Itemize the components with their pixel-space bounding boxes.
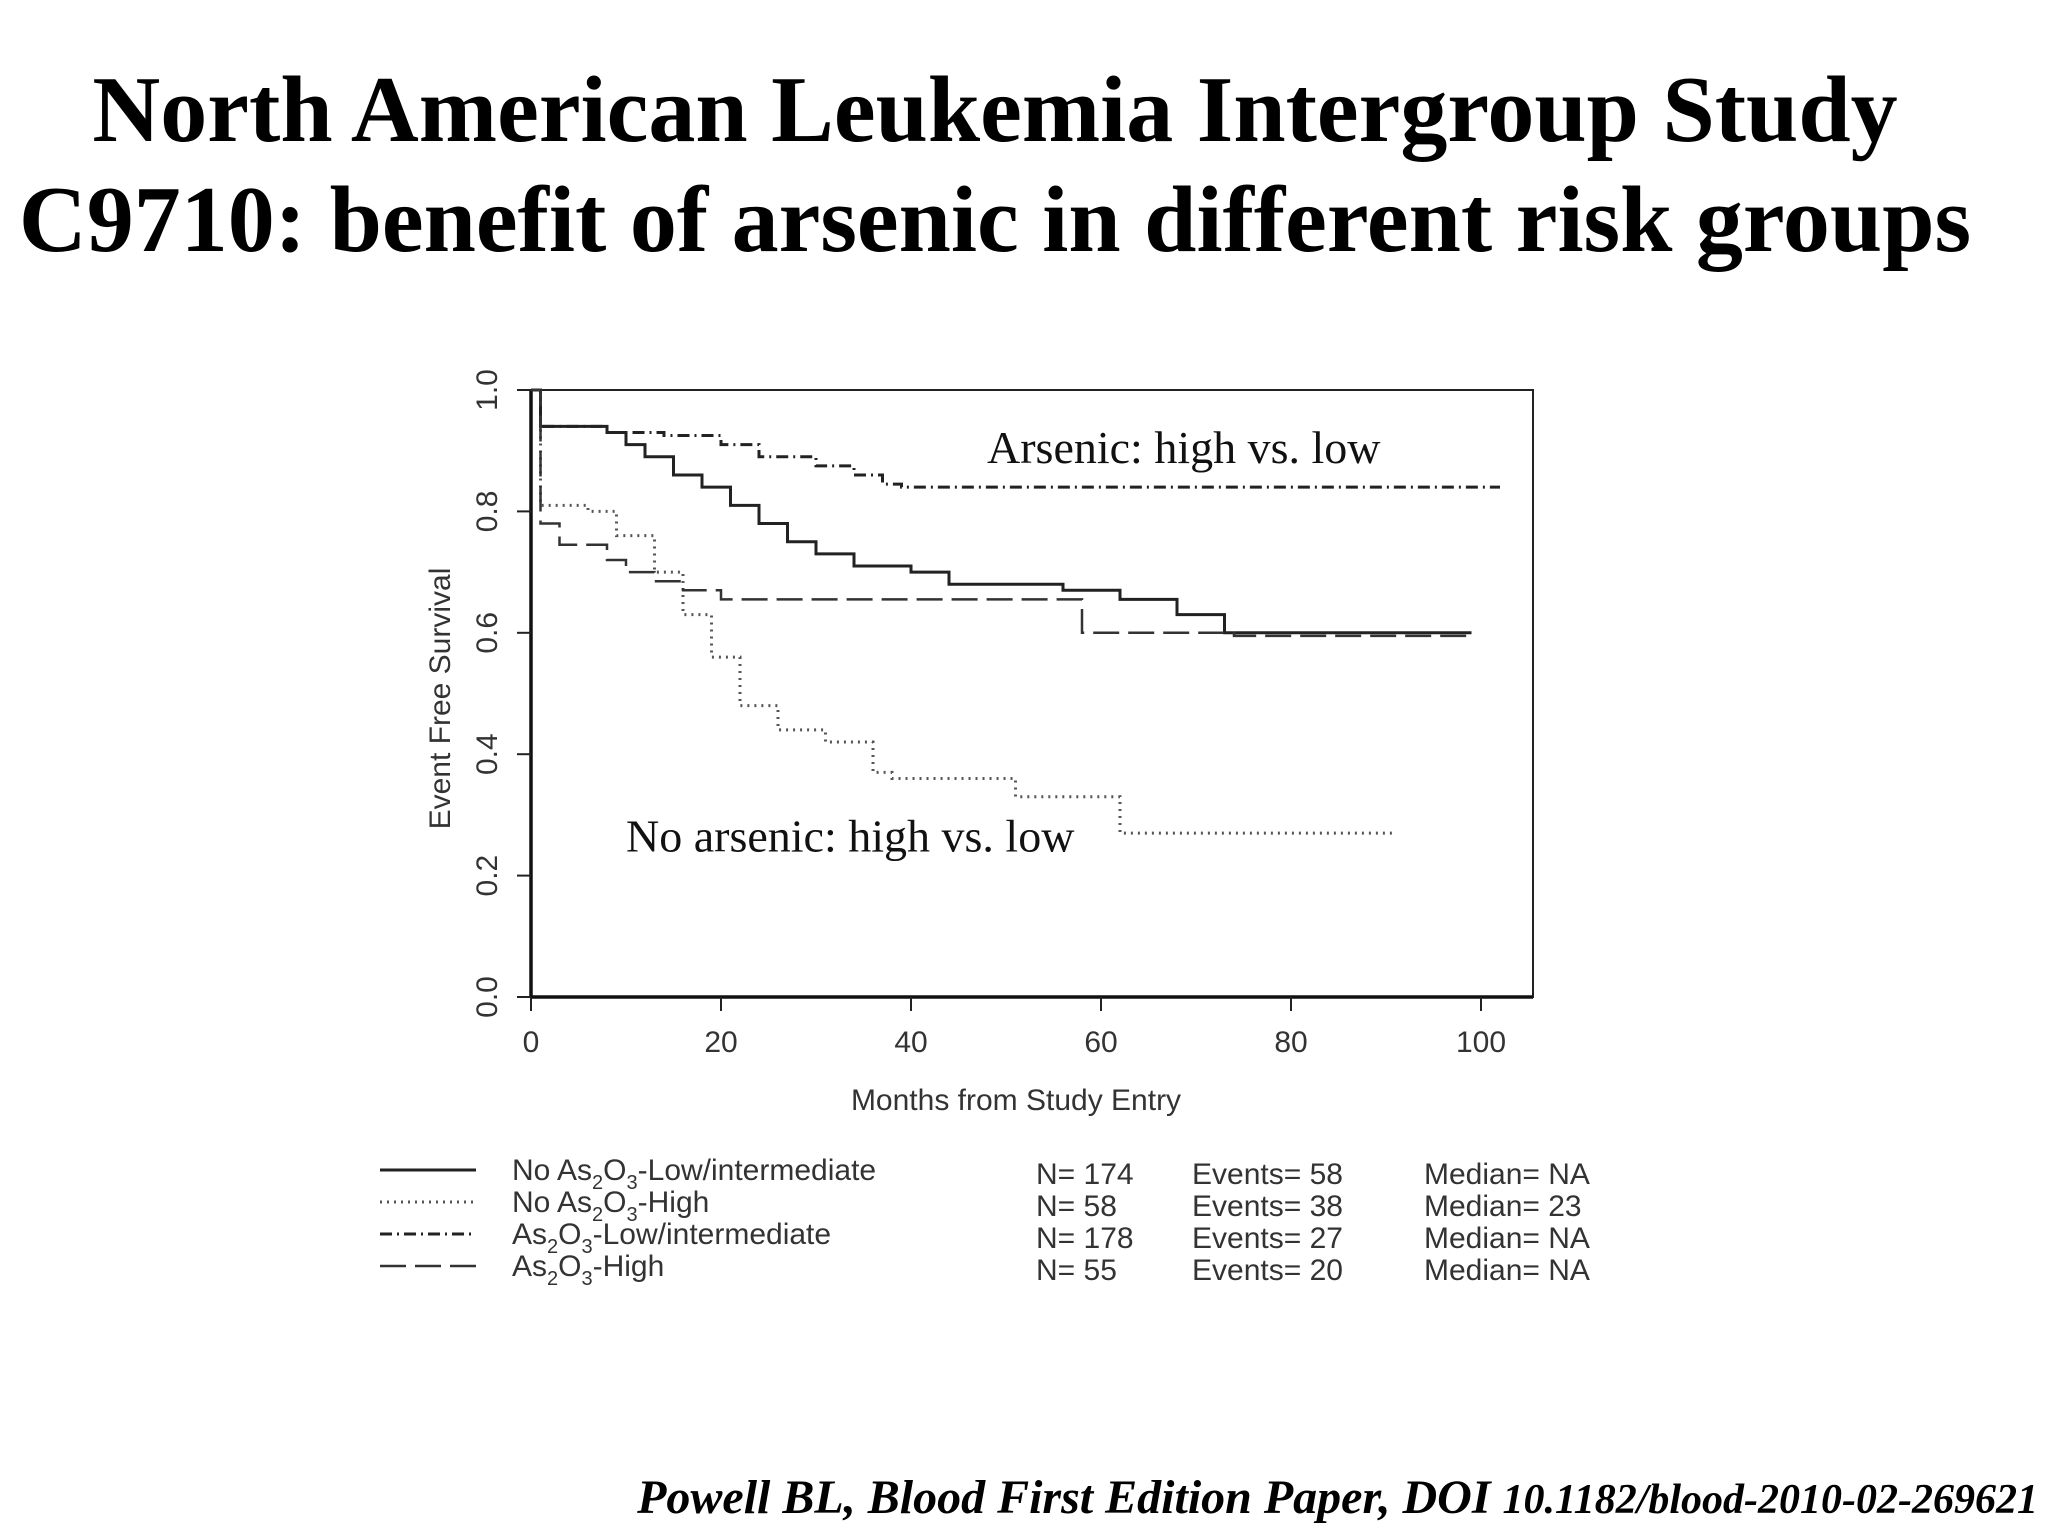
legend-label-part: 3 <box>581 1236 592 1258</box>
x-tick-label: 20 <box>704 1026 737 1059</box>
annotation-1: Arsenic: high vs. low <box>987 422 1381 473</box>
slide-title-line-1: North American Leukemia Intergroup Study <box>92 58 1898 162</box>
legend-label-part: As <box>512 1250 547 1283</box>
legend-n-4: N= 55 <box>1036 1254 1117 1287</box>
legend-n-2: N= 58 <box>1036 1190 1117 1223</box>
legend-label-part: 3 <box>581 1268 592 1290</box>
y-tick-label: 0.6 <box>471 612 504 654</box>
legend-median-4: Median= NA <box>1424 1254 1590 1287</box>
legend-median-3: Median= NA <box>1424 1222 1590 1255</box>
plot-frame <box>530 389 1534 998</box>
y-tick-label: 0.2 <box>471 855 504 897</box>
legend-label-part: -High <box>593 1250 665 1283</box>
legend-label-part: -Low/intermediate <box>593 1218 831 1251</box>
legend-median-2: Median= 23 <box>1424 1190 1582 1223</box>
legend-events-4: Events= 20 <box>1192 1254 1343 1287</box>
legend-label-part: O <box>603 1154 626 1187</box>
annotation-2: No arsenic: high vs. low <box>626 810 1075 861</box>
x-tick-label: 80 <box>1274 1026 1307 1059</box>
legend-label-part: O <box>558 1250 581 1283</box>
legend-label-part: 3 <box>627 1172 638 1194</box>
y-tick-label: 1.0 <box>471 369 504 411</box>
legend-n-1: N= 174 <box>1036 1158 1134 1191</box>
legend-label-part: No As <box>512 1154 592 1187</box>
series-line-1 <box>531 388 1472 635</box>
legend-events-3: Events= 27 <box>1192 1222 1343 1255</box>
legend-label-part: O <box>603 1186 626 1219</box>
legend-n-3: N= 178 <box>1036 1222 1134 1255</box>
legend-label-2: No As2O3-High <box>512 1186 709 1226</box>
citation-text: Powell BL, Blood First Edition Paper, DO… <box>637 1471 1503 1524</box>
legend-label-1: No As2O3-Low/intermediate <box>512 1154 876 1194</box>
slide-title: North American Leukemia Intergroup Study… <box>0 55 1990 275</box>
x-axis-label: Months from Study Entry <box>851 1084 1181 1117</box>
x-tick-label: 100 <box>1456 1026 1506 1059</box>
citation: Powell BL, Blood First Edition Paper, DO… <box>637 1470 2038 1525</box>
y-tick-label: 0.0 <box>471 976 504 1018</box>
legend-label-part: 2 <box>547 1268 558 1290</box>
legend-label-part: As <box>512 1218 547 1251</box>
legend-label-3: As2O3-Low/intermediate <box>512 1218 831 1258</box>
legend-label-part: 3 <box>627 1204 638 1226</box>
series-line-3 <box>531 388 1500 489</box>
legend-events-1: Events= 58 <box>1192 1158 1343 1191</box>
y-tick-label: 0.8 <box>471 491 504 533</box>
legend-label-part: O <box>558 1218 581 1251</box>
x-tick-label: 60 <box>1084 1026 1117 1059</box>
legend-median-1: Median= NA <box>1424 1158 1590 1191</box>
y-tick-label: 0.4 <box>471 733 504 775</box>
legend-label-part: No As <box>512 1186 592 1219</box>
legend-label-part: 2 <box>547 1236 558 1258</box>
legend-label-part: 2 <box>592 1204 603 1226</box>
legend-label-part: 2 <box>592 1172 603 1194</box>
series-line-4 <box>531 388 1472 638</box>
legend-label-part: -Low/intermediate <box>638 1154 876 1187</box>
citation-doi: 10.1182/blood-2010-02-269621 <box>1502 1477 2038 1523</box>
x-tick-label: 40 <box>894 1026 927 1059</box>
legend-label-4: As2O3-High <box>512 1250 664 1290</box>
x-tick-label: 0 <box>523 1026 540 1059</box>
legend-events-2: Events= 38 <box>1192 1190 1343 1223</box>
legend-label-part: -High <box>638 1186 710 1219</box>
slide-title-line-2: C9710: benefit of arsenic in different r… <box>18 168 1972 272</box>
y-axis-label: Event Free Survival <box>424 568 457 830</box>
